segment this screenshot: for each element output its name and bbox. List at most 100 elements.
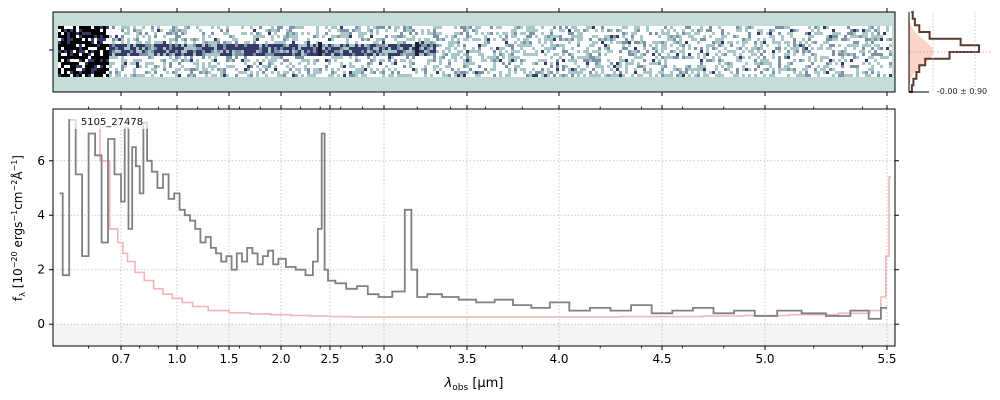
pixel [394,38,397,41]
pixel [427,26,430,29]
pixel [259,59,262,62]
pixel [580,29,583,32]
pixel [709,26,712,29]
pixel [679,47,682,50]
pixel [172,50,175,53]
pixel [289,41,292,44]
pixel [607,32,610,35]
pixel [178,32,181,35]
pixel [667,53,670,56]
pixel [364,59,367,62]
pixel [580,53,583,56]
pixel [526,74,529,77]
pixel [796,59,799,62]
pixel [61,35,64,38]
pixel [166,62,169,65]
pixel [811,29,814,32]
pixel [274,56,277,59]
pixel [601,62,604,65]
pixel [487,71,490,74]
pixel [139,59,142,62]
pixel [871,38,874,41]
pixel [808,32,811,35]
pixel [571,56,574,59]
pixel [232,74,235,77]
pixel [307,26,310,29]
pixel [862,47,865,50]
pixel [289,35,292,38]
pixel [70,26,73,29]
pixel [670,38,673,41]
pixel [601,41,604,44]
pixel [88,71,91,74]
pixel [256,71,259,74]
pixel [403,32,406,35]
pixel [688,26,691,29]
pixel [190,71,193,74]
pixel [556,26,559,29]
pixel [544,65,547,68]
pixel [808,59,811,62]
pixel [700,44,703,47]
pixel [436,44,439,47]
pixel [451,71,454,74]
pixel [772,38,775,41]
pixel [799,38,802,41]
pixel [391,26,394,29]
pixel [517,68,520,71]
pixel [442,71,445,74]
pixel [343,65,346,68]
pixel [208,74,211,77]
pixel [145,56,148,59]
pixel [475,53,478,56]
pixel [856,62,859,65]
pixel [646,74,649,77]
pixel [424,38,427,41]
pixel [424,71,427,74]
pixel [700,62,703,65]
pixel [253,44,256,47]
pixel [541,56,544,59]
pixel [433,68,436,71]
pixel [832,35,835,38]
pixel [403,50,406,53]
pixel [187,62,190,65]
pixel [706,74,709,77]
pixel [322,32,325,35]
pixel [64,68,67,71]
pixel [619,74,622,77]
pixel [253,32,256,35]
pixel [661,68,664,71]
pixel [583,29,586,32]
pixel [595,41,598,44]
pixel [169,71,172,74]
pixel [754,47,757,50]
pixel [712,47,715,50]
pixel [355,74,358,77]
pixel [226,62,229,65]
pixel [823,74,826,77]
pixel [874,47,877,50]
pixel [427,56,430,59]
pixel [568,53,571,56]
pixel [553,74,556,77]
pixel [844,62,847,65]
pixel [844,59,847,62]
pixel [256,65,259,68]
pixel [805,59,808,62]
pixel [787,74,790,77]
pixel [640,50,643,53]
pixel [337,59,340,62]
pixel [82,56,85,59]
pixel [439,47,442,50]
pixel [142,29,145,32]
pixel [559,44,562,47]
pixel [511,41,514,44]
pixel [82,32,85,35]
pixel [817,50,820,53]
pixel [451,62,454,65]
pixel [628,71,631,74]
pixel [325,26,328,29]
pixel [271,59,274,62]
pixel [862,74,865,77]
